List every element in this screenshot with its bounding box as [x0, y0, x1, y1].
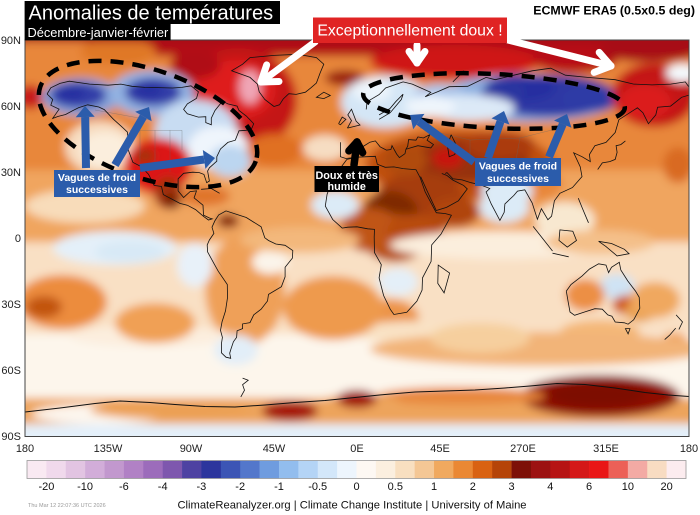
svg-text:-2: -2 — [235, 481, 245, 493]
svg-text:Thu Mar 12 22:07:36 UTC 2026: Thu Mar 12 22:07:36 UTC 2026 — [28, 503, 106, 509]
svg-text:Anomalies de températures: Anomalies de températures — [29, 3, 274, 25]
svg-text:-20: -20 — [38, 481, 54, 493]
svg-text:-3: -3 — [197, 481, 207, 493]
svg-text:10: 10 — [622, 481, 634, 493]
svg-text:6: 6 — [586, 481, 592, 493]
svg-text:humide: humide — [328, 181, 366, 193]
svg-text:2: 2 — [470, 481, 476, 493]
svg-text:135W: 135W — [94, 443, 123, 455]
svg-text:3: 3 — [509, 481, 515, 493]
svg-text:Doux et très: Doux et très — [315, 170, 377, 182]
svg-text:-0.5: -0.5 — [308, 481, 327, 493]
svg-text:Exceptionnellement doux !: Exceptionnellement doux ! — [317, 23, 502, 40]
svg-text:30N: 30N — [1, 167, 21, 179]
svg-text:60S: 60S — [1, 365, 21, 377]
svg-text:90N: 90N — [1, 35, 21, 47]
svg-text:-10: -10 — [77, 481, 93, 493]
svg-text:Décembre-janvier-février: Décembre-janvier-février — [28, 25, 170, 40]
svg-text:successives: successives — [66, 184, 128, 196]
svg-text:45E: 45E — [430, 443, 450, 455]
svg-text:30S: 30S — [1, 299, 21, 311]
svg-text:0E: 0E — [350, 443, 363, 455]
svg-text:180: 180 — [16, 443, 34, 455]
svg-text:315E: 315E — [593, 443, 619, 455]
svg-text:180: 180 — [680, 443, 698, 455]
svg-text:ECMWF ERA5 (0.5x0.5 deg): ECMWF ERA5 (0.5x0.5 deg) — [533, 4, 695, 18]
svg-text:1: 1 — [431, 481, 437, 493]
svg-text:60N: 60N — [1, 101, 21, 113]
svg-text:45W: 45W — [263, 443, 286, 455]
svg-text:ClimateReanalyzer.org | Climat: ClimateReanalyzer.org | Climate Change I… — [177, 500, 526, 512]
svg-text:90S: 90S — [1, 431, 21, 443]
svg-text:4: 4 — [547, 481, 553, 493]
svg-text:90W: 90W — [180, 443, 203, 455]
svg-text:270E: 270E — [510, 443, 536, 455]
svg-text:Vagues de froid: Vagues de froid — [58, 172, 136, 184]
svg-text:Vagues de froid: Vagues de froid — [479, 161, 557, 173]
svg-text:0.5: 0.5 — [388, 481, 403, 493]
svg-text:-1: -1 — [274, 481, 284, 493]
svg-text:-6: -6 — [119, 481, 129, 493]
svg-text:successives: successives — [487, 173, 549, 185]
svg-text:20: 20 — [660, 481, 672, 493]
svg-text:-4: -4 — [158, 481, 168, 493]
svg-text:0: 0 — [15, 233, 21, 245]
svg-text:0: 0 — [353, 481, 359, 493]
